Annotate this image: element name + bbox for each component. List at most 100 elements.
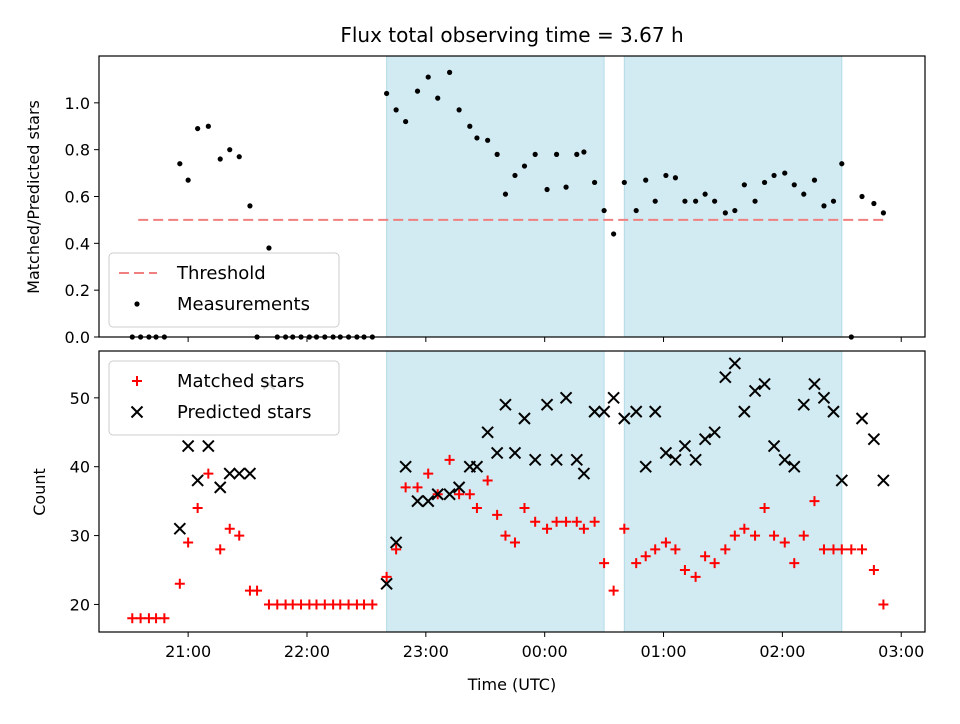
y-tick-label: 40 <box>70 458 90 477</box>
measurement-point <box>741 182 747 188</box>
x-tick-label: 03:00 <box>878 642 924 661</box>
matched-stars-point <box>183 537 194 548</box>
measurement-point <box>682 198 688 204</box>
legend-measurement-swatch <box>134 301 140 307</box>
predicted-stars-point <box>508 446 522 460</box>
predicted-stars-point <box>540 398 554 411</box>
predicted-stars-point <box>607 391 620 405</box>
matched-stars-point <box>868 565 879 576</box>
y-tick-label: 1.0 <box>65 94 90 113</box>
y-tick-label: 0.0 <box>65 328 90 347</box>
x-tick-label: 02:00 <box>759 642 805 661</box>
predicted-stars-point <box>689 453 702 467</box>
measurement-point <box>859 193 865 200</box>
y-tick-label: 20 <box>70 595 90 614</box>
measurement-point <box>425 74 431 80</box>
measurement-point <box>702 191 708 197</box>
predicted-stars-point <box>817 391 831 405</box>
measurement-point <box>752 198 758 204</box>
y-tick-label: 0.8 <box>65 141 90 160</box>
predicted-stars-point <box>181 439 195 453</box>
matched-stars-point <box>519 503 530 514</box>
measurement-point <box>403 118 409 125</box>
matched-stars-point <box>589 516 600 527</box>
predicted-stars-point <box>855 412 869 425</box>
matched-stars-point <box>836 544 847 555</box>
predicted-stars-point <box>758 377 771 391</box>
measurement-point <box>227 147 233 153</box>
matched-stars-point <box>650 544 661 555</box>
measurement-point <box>574 151 580 157</box>
measurement-point <box>467 123 473 129</box>
measurement-point <box>563 184 569 190</box>
measurement-point <box>821 203 827 209</box>
measurement-point <box>217 156 223 162</box>
predicted-stars-point <box>797 398 810 411</box>
matched-stars-point <box>423 468 434 479</box>
measurement-point <box>447 69 453 75</box>
y-tick-label: 0.6 <box>65 188 90 207</box>
x-tick-label: 22:00 <box>284 642 330 661</box>
legend-matched-swatch <box>132 376 142 386</box>
measurement-point <box>672 175 679 181</box>
matched-stars-point <box>709 558 720 569</box>
predicted-stars-point <box>399 460 412 473</box>
predicted-stars-point <box>233 467 246 480</box>
matched-stars-point <box>203 468 214 479</box>
predicted-stars-point <box>835 474 849 487</box>
matched-stars-point <box>679 565 690 576</box>
predicted-stars-point <box>452 481 466 494</box>
predicted-stars-point <box>411 494 424 508</box>
matched-stars-point <box>857 544 868 555</box>
measurement-point <box>761 179 768 186</box>
matched-stars-point <box>509 537 520 548</box>
matched-stars-point <box>471 503 482 514</box>
matched-stars-point <box>500 530 511 541</box>
matched-stars-point <box>492 509 503 520</box>
predicted-stars-point <box>559 391 573 405</box>
matched-stars-point <box>234 530 245 541</box>
measurement-point <box>830 198 837 204</box>
measurement-point <box>393 107 399 113</box>
predicted-stars-point <box>728 357 742 370</box>
predicted-stars-point <box>678 439 692 453</box>
observing-interval-shade <box>386 350 605 633</box>
legend-label: Threshold <box>176 263 266 284</box>
measurement-point <box>722 210 728 216</box>
matched-stars-point <box>454 489 465 500</box>
legend-box <box>108 360 340 436</box>
measurement-point <box>502 191 509 197</box>
measurement-point <box>474 135 480 141</box>
predicted-stars-point <box>422 494 435 508</box>
measurement-point <box>771 172 777 179</box>
measurement-point <box>456 107 462 113</box>
measurement-point <box>435 95 441 101</box>
predicted-stars-point <box>191 474 204 487</box>
predicted-stars-point <box>389 536 403 549</box>
measurement-point <box>521 163 528 169</box>
matched-stars-point <box>174 578 185 589</box>
bottom-panel: 20 30 40 50 21:00 22:00 23:00 00:00 01:00 02:00 03… <box>70 350 926 661</box>
y-tick-label: 0.2 <box>65 281 90 300</box>
legend-label: Predicted stars <box>177 402 311 423</box>
predicted-stars-point <box>490 446 504 460</box>
measurement-point <box>205 123 211 129</box>
y-tick-label: 30 <box>70 527 90 546</box>
matched-stars-point <box>482 475 493 486</box>
matched-stars-point <box>571 516 582 527</box>
predicted-stars-point <box>499 398 512 411</box>
predicted-stars-point <box>597 405 611 418</box>
matched-stars-point <box>542 523 553 534</box>
matched-stars-point <box>670 544 681 555</box>
legend-box <box>108 252 340 328</box>
predicted-stars-point <box>738 405 751 418</box>
measurement-point <box>494 151 500 157</box>
measurement-point <box>266 245 272 251</box>
observing-interval-shade <box>623 55 843 338</box>
matched-stars-point <box>769 530 780 541</box>
predicted-stars-point <box>431 488 444 501</box>
measurement-point <box>414 88 421 94</box>
measurement-point <box>195 125 201 132</box>
matched-stars-point <box>381 571 392 582</box>
measurement-point <box>544 186 550 193</box>
